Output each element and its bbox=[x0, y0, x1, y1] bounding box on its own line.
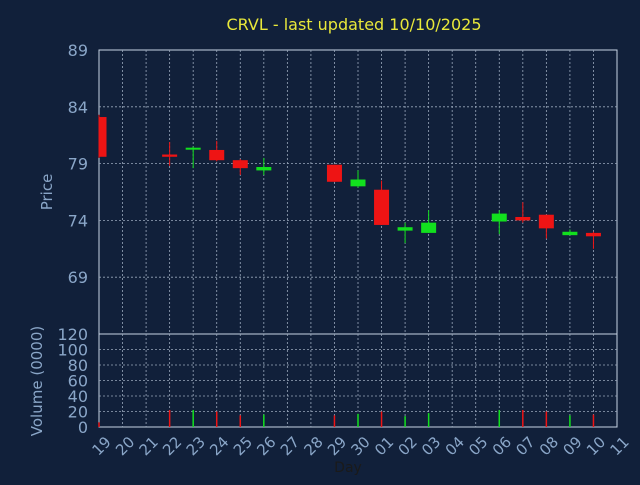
volume-tick-label: 120 bbox=[57, 325, 88, 344]
candle-body-09 bbox=[562, 231, 578, 236]
candle-body-25 bbox=[232, 160, 248, 169]
price-tick-label: 89 bbox=[68, 41, 88, 60]
volume-bar-23 bbox=[192, 409, 194, 427]
candle-body-24 bbox=[209, 149, 225, 161]
candle-body-22 bbox=[162, 154, 178, 157]
candle-body-10 bbox=[585, 232, 601, 237]
candle-body-03 bbox=[421, 222, 437, 233]
volume-bar-19 bbox=[98, 422, 100, 427]
volume-bar-03 bbox=[427, 413, 430, 427]
candle-body-02 bbox=[397, 227, 413, 231]
volume-tick-label: 100 bbox=[57, 341, 88, 360]
volume-tick-label: 60 bbox=[68, 372, 88, 391]
volume-bar-10 bbox=[592, 414, 595, 427]
volume-tick-label: 40 bbox=[68, 387, 88, 406]
chart-title: CRVL - last updated 10/10/2025 bbox=[227, 15, 482, 34]
price-tick-label: 69 bbox=[68, 268, 88, 287]
candle-body-01 bbox=[374, 189, 390, 225]
price-tick-label: 74 bbox=[68, 211, 88, 230]
volume-tick-label: 20 bbox=[68, 403, 88, 422]
volume-bar-24 bbox=[215, 411, 218, 427]
volume-axis-label: Volume (0000) bbox=[28, 326, 46, 436]
volume-bar-07 bbox=[522, 409, 524, 427]
candle-body-26 bbox=[256, 167, 272, 171]
volume-bar-29 bbox=[333, 415, 336, 427]
volume-tick-label: 80 bbox=[68, 356, 88, 375]
candle-body-23 bbox=[185, 147, 201, 150]
price-tick-label: 84 bbox=[68, 98, 88, 117]
price-axis-label: Price bbox=[38, 174, 56, 211]
candle-body-06 bbox=[491, 213, 507, 222]
volume-tick-label: 0 bbox=[78, 418, 88, 437]
candle-body-30 bbox=[350, 179, 366, 187]
x-axis-label: Day bbox=[334, 460, 362, 476]
price-panel: 89 84 79 74 69 bbox=[68, 41, 618, 335]
volume-bar-09 bbox=[569, 415, 571, 427]
candle-body-07 bbox=[515, 216, 531, 221]
volume-bar-25 bbox=[239, 415, 242, 427]
volume-bar-06 bbox=[498, 409, 501, 427]
volume-bar-08 bbox=[545, 411, 548, 427]
volume-bar-01 bbox=[380, 411, 383, 427]
candle-body-29 bbox=[326, 164, 342, 182]
candle-body-08 bbox=[538, 214, 554, 229]
volume-bar-30 bbox=[357, 413, 359, 427]
price-tick-label: 79 bbox=[68, 155, 88, 174]
volume-bar-22 bbox=[168, 409, 171, 427]
volume-bar-26 bbox=[263, 414, 265, 427]
volume-bar-02 bbox=[404, 416, 406, 427]
candle-body-19 bbox=[99, 117, 107, 157]
